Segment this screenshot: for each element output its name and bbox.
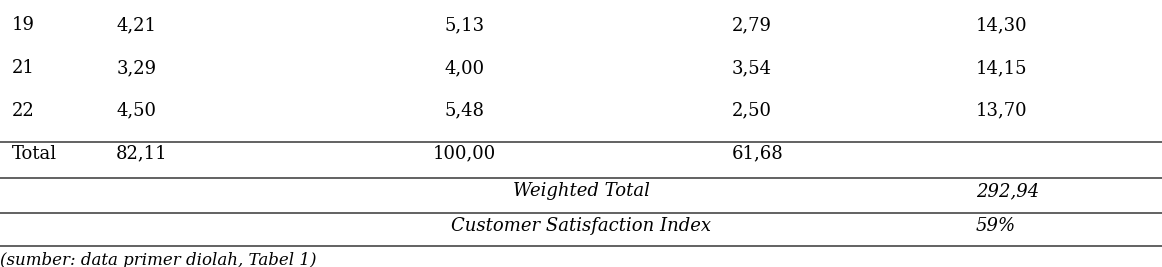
Text: 3,54: 3,54 — [732, 59, 772, 77]
Text: 5,48: 5,48 — [445, 102, 485, 120]
Text: 59%: 59% — [976, 217, 1017, 235]
Text: 3,29: 3,29 — [116, 59, 157, 77]
Text: 4,00: 4,00 — [445, 59, 485, 77]
Text: 14,30: 14,30 — [976, 16, 1027, 34]
Text: 100,00: 100,00 — [433, 144, 496, 163]
Text: Customer Satisfaction Index: Customer Satisfaction Index — [451, 217, 711, 235]
Text: 5,13: 5,13 — [445, 16, 485, 34]
Text: 61,68: 61,68 — [732, 144, 784, 163]
Text: 22: 22 — [12, 102, 35, 120]
Text: 19: 19 — [12, 16, 35, 34]
Text: 14,15: 14,15 — [976, 59, 1027, 77]
Text: 13,70: 13,70 — [976, 102, 1027, 120]
Text: 2,50: 2,50 — [732, 102, 772, 120]
Text: Weighted Total: Weighted Total — [512, 182, 650, 200]
Text: 4,50: 4,50 — [116, 102, 156, 120]
Text: 2,79: 2,79 — [732, 16, 772, 34]
Text: 292,94: 292,94 — [976, 182, 1039, 200]
Text: 4,21: 4,21 — [116, 16, 156, 34]
Text: Total: Total — [12, 144, 57, 163]
Text: 21: 21 — [12, 59, 35, 77]
Text: 82,11: 82,11 — [116, 144, 167, 163]
Text: (sumber: data primer diolah, Tabel 1): (sumber: data primer diolah, Tabel 1) — [0, 252, 316, 267]
